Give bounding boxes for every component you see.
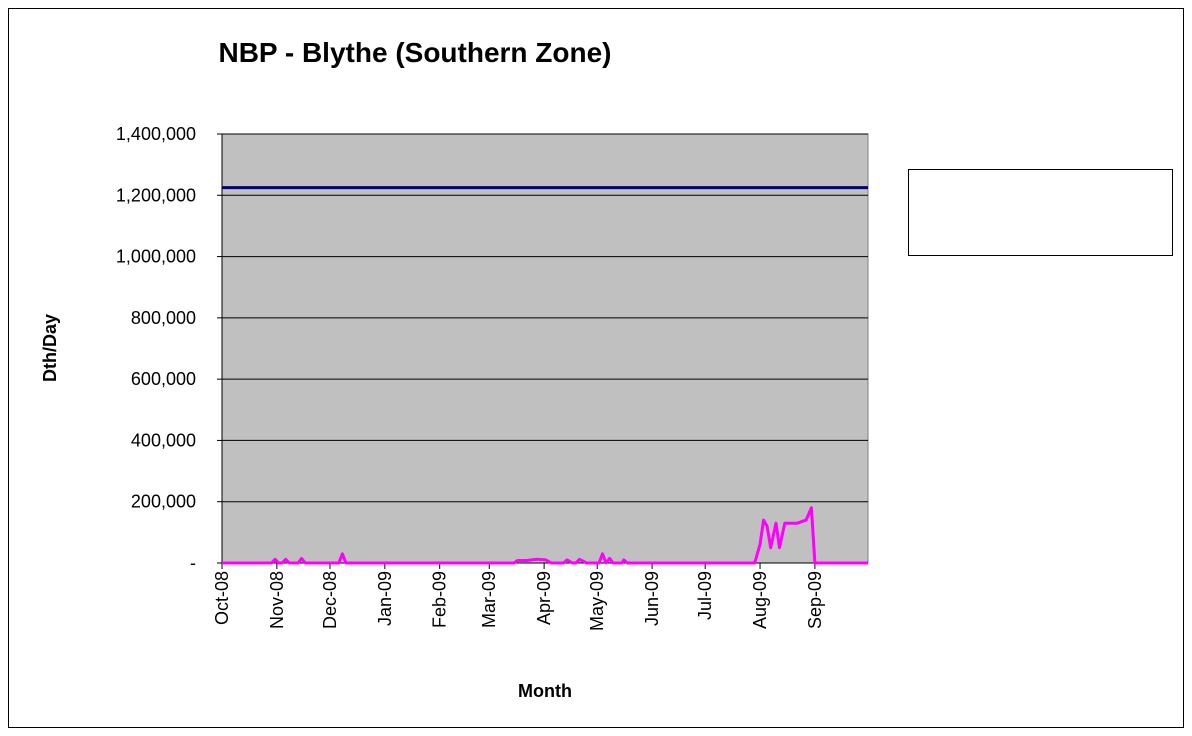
x-tick-label: Mar-09 <box>479 571 499 628</box>
x-tick-label: Apr-09 <box>534 571 554 625</box>
x-tick-label: Jul-09 <box>695 571 715 620</box>
y-tick-label: - <box>190 553 196 573</box>
y-axis-label: Dth/Day <box>40 314 60 382</box>
y-tick-label: 600,000 <box>131 369 196 389</box>
y-tick-label: 1,000,000 <box>116 247 196 267</box>
x-axis-label: Month <box>518 681 572 701</box>
x-tick-label: Aug-09 <box>750 571 770 629</box>
x-tick-label: Jun-09 <box>642 571 662 626</box>
y-tick-label: 1,400,000 <box>116 124 196 144</box>
y-tick-label: 1,200,000 <box>116 185 196 205</box>
plot-area <box>221 133 869 564</box>
x-tick-label: Feb-09 <box>430 571 450 628</box>
series-line <box>222 506 868 565</box>
legend <box>908 169 1173 256</box>
chart-title: NBP - Blythe (Southern Zone) <box>218 37 611 68</box>
x-tick-label: Nov-08 <box>267 571 287 629</box>
x-tick-label: Sep-09 <box>805 571 825 629</box>
x-tick-label: May-09 <box>587 571 607 631</box>
y-tick-label: 400,000 <box>131 430 196 450</box>
x-tick-label: Jan-09 <box>375 571 395 626</box>
y-tick-label: 200,000 <box>131 492 196 512</box>
y-tick-label: 800,000 <box>131 308 196 328</box>
x-tick-label: Dec-08 <box>320 571 340 629</box>
x-tick-label: Oct-08 <box>212 571 232 625</box>
